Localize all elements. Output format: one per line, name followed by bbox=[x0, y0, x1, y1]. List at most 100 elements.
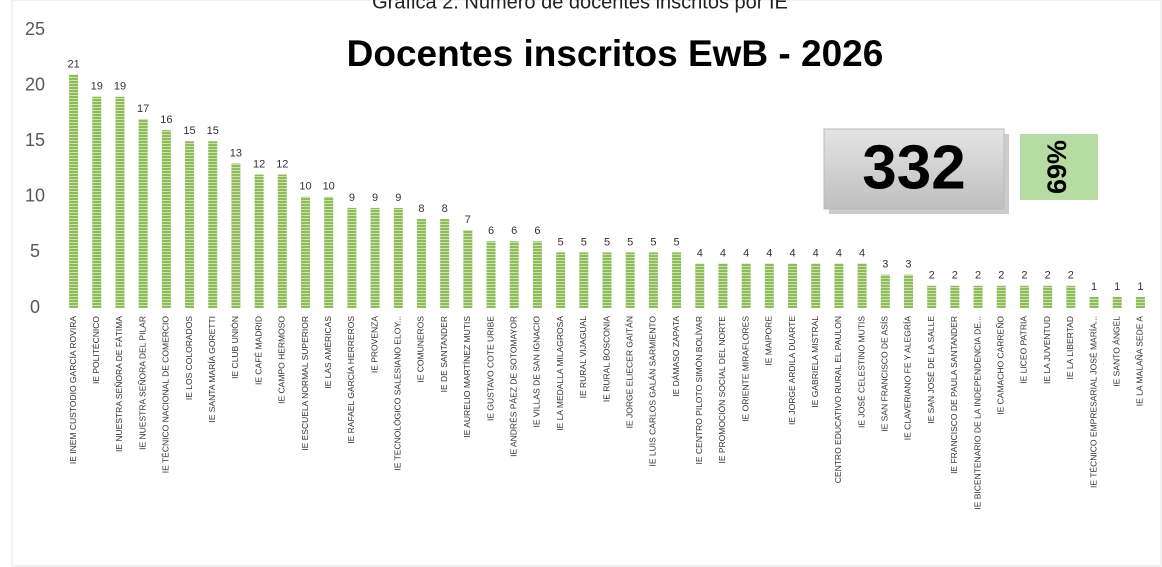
value-label: 4 bbox=[743, 247, 749, 259]
value-label: 5 bbox=[558, 236, 564, 248]
bar bbox=[138, 118, 148, 309]
bar bbox=[718, 263, 728, 308]
value-label: 2 bbox=[1021, 270, 1027, 282]
x-tick-label: IE TÉCNICO EMPRESARIAL JOSÉ MARÍA... bbox=[1088, 316, 1098, 488]
x-tick-label: IE CENTRO PILOTO SIMÓN BOLÍVAR bbox=[694, 316, 704, 464]
value-label: 2 bbox=[952, 270, 958, 282]
bar bbox=[857, 263, 867, 308]
bar bbox=[927, 285, 937, 308]
x-tick-label: IE POLITÉCNICO bbox=[91, 316, 101, 384]
bar bbox=[834, 263, 844, 308]
bar bbox=[69, 74, 79, 308]
bar bbox=[161, 130, 171, 308]
percent-box bbox=[1020, 134, 1098, 200]
bar bbox=[463, 230, 473, 308]
value-label: 19 bbox=[91, 81, 103, 93]
value-label: 13 bbox=[230, 147, 242, 159]
x-tick-label: IE RURAL VIJAGUAL bbox=[578, 316, 588, 399]
value-label: 1 bbox=[1091, 281, 1097, 293]
value-label: 4 bbox=[836, 247, 842, 259]
x-tick-label: IE DÁMASO ZAPATA bbox=[671, 316, 681, 397]
bar bbox=[1043, 285, 1053, 308]
x-tick-label: IE RURAL BOSCONIA bbox=[601, 316, 611, 402]
x-tick-label: CENTRO EDUCATIVO RURAL EL PAULON bbox=[833, 316, 843, 483]
value-label: 9 bbox=[395, 192, 401, 204]
value-label: 1 bbox=[1114, 281, 1120, 293]
value-label: 4 bbox=[720, 247, 726, 259]
x-tick-label: IE GABRIELA MISTRAL bbox=[810, 316, 820, 408]
bar bbox=[231, 163, 241, 308]
bar bbox=[185, 141, 195, 308]
value-label: 8 bbox=[418, 203, 424, 215]
value-label: 10 bbox=[299, 181, 311, 193]
bar bbox=[486, 241, 496, 308]
value-label: 4 bbox=[766, 247, 772, 259]
x-tick-label: IE LA LIBERTAD bbox=[1065, 316, 1075, 379]
bar bbox=[1019, 285, 1029, 308]
x-tick-label: IE TÉCNICO NACIONAL DE COMERCIO bbox=[161, 316, 171, 474]
x-tick-label: IE TECNOLÓGICO SALESIANO ELOY... bbox=[393, 316, 403, 471]
value-label: 19 bbox=[114, 81, 126, 93]
value-label: 5 bbox=[674, 236, 680, 248]
value-label: 7 bbox=[465, 214, 471, 226]
value-label: 6 bbox=[534, 225, 540, 237]
bar bbox=[532, 241, 542, 308]
chart-border bbox=[11, 0, 1162, 567]
value-label: 4 bbox=[813, 247, 819, 259]
x-tick-label: IE NUESTRA SEÑORA DE FÁTIMA bbox=[114, 316, 124, 452]
chart-title: Docentes inscritos EwB - 2026 bbox=[347, 33, 884, 74]
bar bbox=[903, 274, 913, 308]
bar bbox=[440, 219, 450, 308]
bar bbox=[811, 263, 821, 308]
x-tick-label: IE SANTA MARÍA GORETTI bbox=[207, 316, 217, 423]
x-tick-label: IE INEM CUSTODIO GARCÍA ROVIRA bbox=[68, 316, 78, 464]
x-tick-label: IE CAMACHO CARREÑO bbox=[996, 316, 1006, 415]
bar bbox=[950, 285, 960, 308]
x-tick-label: IE GUSTAVO COTE URIBE bbox=[485, 316, 495, 421]
y-tick-label: 25 bbox=[25, 19, 45, 39]
x-tick-label: IE AURELIO MARTÍNEZ MUTIS bbox=[462, 316, 472, 438]
x-tick-label: IE RAFAEL GARCÍA HERREROS bbox=[346, 316, 356, 444]
bar bbox=[695, 263, 705, 308]
value-label: 8 bbox=[442, 203, 448, 215]
x-tick-label: IE ANDRÉS PÁEZ DE SOTOMAYOR bbox=[508, 316, 518, 457]
value-label: 17 bbox=[137, 103, 149, 115]
total-value: 332 bbox=[862, 133, 965, 202]
value-label: 16 bbox=[160, 114, 172, 126]
bar bbox=[556, 252, 566, 308]
value-label: 10 bbox=[323, 181, 335, 193]
bar bbox=[92, 96, 102, 308]
bar bbox=[1066, 285, 1076, 308]
x-tick-label: IE CAMPO HERMOSO bbox=[277, 316, 287, 404]
x-tick-label: IE PROMOCIÓN SOCIAL DEL NORTE bbox=[717, 316, 727, 464]
value-label: 4 bbox=[789, 247, 795, 259]
value-label: 4 bbox=[859, 247, 865, 259]
value-label: 6 bbox=[488, 225, 494, 237]
bar bbox=[324, 196, 334, 308]
x-tick-label: IE SANTO ÁNGEL bbox=[1111, 316, 1121, 387]
value-label: 6 bbox=[511, 225, 517, 237]
x-tick-label: IE CAFÉ MADRID bbox=[253, 316, 263, 385]
bar bbox=[509, 241, 519, 308]
x-tick-label: IE ORIENTE MIRAFLORES bbox=[740, 316, 750, 422]
bar bbox=[370, 207, 380, 308]
value-label: 2 bbox=[1045, 270, 1051, 282]
x-tick-label: IE BICENTENARIO DE LA INDEPENDENCIA DE..… bbox=[972, 316, 982, 510]
x-tick-label: IE LUIS CARLOS GALÁN SARMIENTO bbox=[648, 316, 658, 467]
x-tick-label: IE JOSÉ CELESTINO MUTIS bbox=[856, 316, 866, 428]
bar bbox=[115, 96, 125, 308]
bar bbox=[1089, 296, 1099, 308]
value-label: 2 bbox=[1068, 270, 1074, 282]
value-label: 4 bbox=[697, 247, 703, 259]
x-tick-label: IE LA MEDALLA MILAGROSA bbox=[555, 316, 565, 431]
x-tick-label: IE DE SANTANDER bbox=[439, 316, 449, 392]
bar bbox=[672, 252, 682, 308]
value-label: 3 bbox=[882, 259, 888, 271]
bar bbox=[625, 252, 635, 308]
x-tick-label: IE FRANCISCO DE PAULA SANTANDER bbox=[949, 316, 959, 474]
value-label: 2 bbox=[929, 270, 935, 282]
x-tick-label: IE LA JUVENTUD bbox=[1042, 316, 1052, 384]
x-tick-label: IE LAS AMÉRICAS bbox=[323, 316, 333, 389]
value-label: 5 bbox=[650, 236, 656, 248]
value-label: 15 bbox=[207, 125, 219, 137]
